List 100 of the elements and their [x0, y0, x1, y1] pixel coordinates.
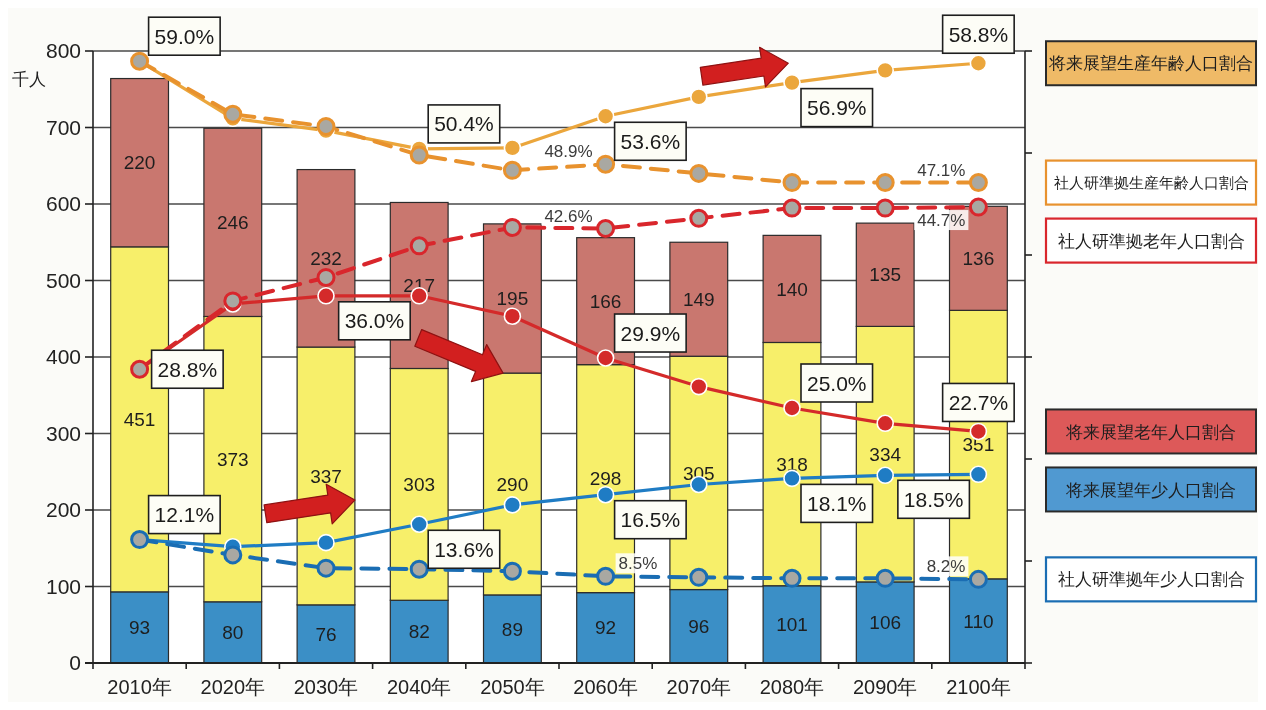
- point: [968, 197, 988, 217]
- point: [316, 267, 336, 287]
- x-tick-label: 2090年: [852, 676, 918, 698]
- text: 社人研準拠老年人口割合: [1057, 231, 1245, 251]
- data-label: 50.4%: [434, 112, 494, 136]
- point: [783, 73, 801, 92]
- point: [968, 569, 988, 589]
- data-label: 451: [123, 409, 156, 430]
- point: [317, 287, 335, 305]
- point: [689, 567, 709, 587]
- data-label: 18.1%: [806, 491, 867, 515]
- y-tick-label: 800: [45, 39, 81, 62]
- point: [875, 568, 895, 588]
- point: [876, 61, 894, 80]
- data-label: 25.0%: [806, 371, 867, 395]
- y-tick-label: 600: [45, 192, 81, 215]
- x-tick-label: 2040年: [386, 676, 452, 698]
- data-label: 106: [869, 612, 902, 634]
- point: [783, 399, 801, 417]
- point: [503, 139, 522, 157]
- point: [690, 88, 708, 106]
- data-label: 47.1%: [917, 160, 966, 180]
- data-label: 22.7%: [948, 391, 1009, 415]
- point: [876, 466, 894, 485]
- point: [409, 236, 429, 256]
- data-label: 232: [310, 247, 342, 269]
- point: [596, 349, 615, 367]
- data-label: 82: [408, 621, 430, 643]
- point: [968, 173, 988, 193]
- data-label: 58.8%: [948, 22, 1009, 46]
- point: [223, 545, 243, 565]
- data-label: 101: [776, 614, 808, 636]
- text: 将来展望老年人口割合: [1065, 422, 1236, 442]
- point: [410, 515, 428, 534]
- data-label: 96: [688, 615, 710, 637]
- data-label: 59.0%: [154, 24, 215, 48]
- point: [690, 377, 708, 396]
- data-label: 195: [496, 288, 529, 310]
- data-label: 8.5%: [618, 554, 658, 574]
- point: [596, 485, 615, 504]
- point: [502, 160, 522, 180]
- point: [876, 414, 894, 433]
- point: [596, 218, 616, 238]
- data-label: 373: [216, 448, 249, 470]
- data-label: 318: [776, 453, 808, 475]
- data-label: 135: [869, 264, 902, 286]
- data-label: 44.7%: [917, 211, 966, 231]
- point: [596, 154, 616, 174]
- point: [875, 198, 895, 218]
- point: [409, 559, 429, 579]
- data-label: 76: [315, 623, 337, 645]
- point: [689, 163, 709, 183]
- data-label: 53.6%: [620, 129, 681, 153]
- x-tick-label: 2010年: [107, 676, 172, 698]
- data-label: 303: [403, 474, 436, 496]
- data-label: 12.1%: [154, 503, 215, 527]
- data-label: 93: [129, 617, 151, 639]
- data-label: 298: [589, 468, 622, 490]
- point: [409, 145, 429, 165]
- point: [316, 558, 336, 578]
- point: [596, 566, 616, 586]
- x-tick-label: 2060年: [573, 676, 638, 698]
- y-tick-label: 200: [45, 498, 81, 521]
- data-label: 166: [589, 290, 622, 312]
- point: [782, 568, 802, 588]
- point: [503, 496, 522, 514]
- point: [969, 54, 988, 73]
- x-tick-label: 2080年: [759, 676, 825, 698]
- data-label: 48.9%: [544, 142, 593, 162]
- y-tick-label: 100: [45, 574, 81, 598]
- data-label: 8.2%: [926, 557, 966, 577]
- y-tick-label: 400: [45, 345, 81, 368]
- data-label: 28.8%: [157, 357, 218, 381]
- point: [317, 533, 335, 552]
- point: [502, 561, 522, 581]
- point: [689, 208, 709, 228]
- point: [969, 465, 988, 484]
- data-label: 337: [310, 465, 342, 487]
- data-label: 220: [123, 152, 156, 174]
- data-label: 42.6%: [544, 206, 593, 226]
- x-tick-label: 2020年: [200, 676, 266, 698]
- data-label: 13.6%: [434, 537, 494, 561]
- y-tick-label: 500: [45, 268, 81, 292]
- point: [782, 198, 802, 218]
- y-tick-label: 300: [45, 421, 81, 445]
- data-label: 290: [496, 473, 529, 495]
- y-tick-label: 0: [69, 651, 81, 674]
- point: [503, 307, 522, 325]
- data-label: 36.0%: [344, 309, 405, 333]
- x-tick-label: 2030年: [293, 676, 359, 698]
- x-tick-label: 2070年: [666, 676, 732, 698]
- data-label: 92: [595, 617, 617, 639]
- data-label: 89: [501, 618, 523, 640]
- point: [316, 116, 336, 136]
- point: [502, 217, 522, 237]
- text: 社人研準拠年少人口割合: [1057, 570, 1245, 590]
- data-label: 246: [216, 212, 249, 234]
- data-label: 334: [869, 443, 902, 465]
- x-tick-label: 2100年: [946, 676, 1011, 698]
- point: [223, 104, 243, 124]
